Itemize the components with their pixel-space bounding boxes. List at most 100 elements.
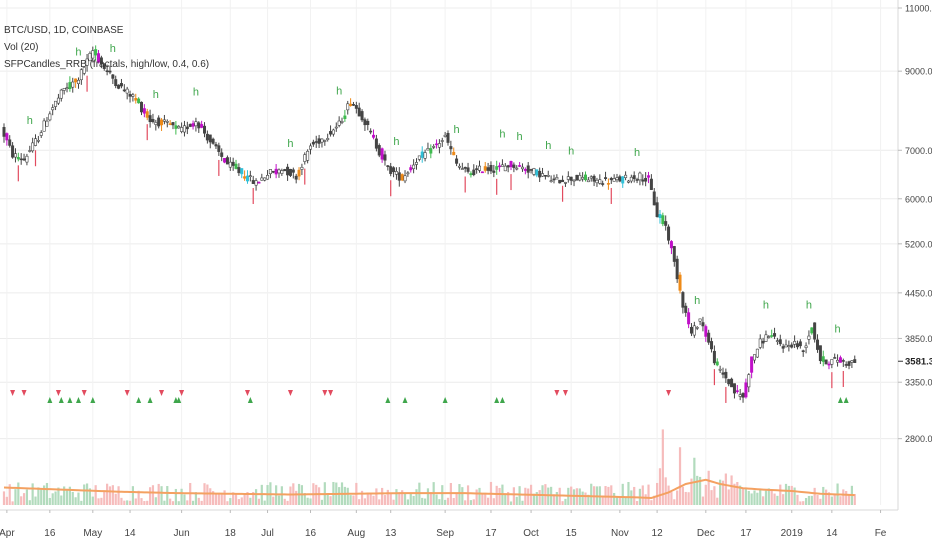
candle: [148, 109, 152, 128]
volume-bar: [183, 494, 186, 505]
candle: [512, 162, 516, 173]
candle: [254, 178, 258, 191]
candle: [105, 64, 109, 76]
signal-up-arrow: [67, 397, 73, 403]
fractal-high-marker: h: [517, 131, 523, 143]
signal-down-arrow: [244, 390, 250, 396]
candle: [131, 92, 135, 102]
volume-bar: [366, 492, 369, 505]
candle-body: [655, 202, 659, 217]
candle: [263, 177, 267, 182]
volume-bar: [822, 486, 825, 505]
volume-bar: [338, 487, 341, 505]
candle: [741, 392, 745, 403]
candle-body: [566, 176, 570, 180]
candle-body: [56, 97, 60, 104]
candle-body: [784, 344, 788, 348]
candle: [223, 157, 227, 164]
candle-body: [300, 166, 304, 170]
volume-bar: [787, 485, 790, 505]
candle-body: [841, 360, 845, 362]
candle-body: [323, 140, 327, 142]
volume-bar: [37, 487, 40, 505]
candle: [781, 343, 785, 353]
candle: [506, 164, 510, 173]
candle: [111, 74, 115, 85]
price-tick-label: 3350.00: [905, 378, 932, 388]
volume-bar: [475, 489, 478, 505]
candle: [795, 340, 799, 350]
volume-bar: [770, 490, 773, 505]
candle-body: [94, 49, 98, 56]
candle-body: [349, 103, 353, 106]
fractal-high-marker: h: [336, 85, 342, 97]
volume-bar: [246, 492, 249, 505]
volume-bar: [466, 485, 470, 505]
candle-body: [372, 134, 376, 138]
volume-bar: [572, 489, 576, 505]
candle: [97, 49, 101, 64]
volume-bar: [63, 486, 66, 505]
candle-body: [354, 105, 358, 109]
volume-bar: [143, 501, 146, 505]
candle: [672, 245, 676, 267]
candle-body: [512, 164, 516, 168]
candle: [841, 358, 845, 367]
candle: [346, 100, 350, 115]
candle-body: [36, 139, 40, 142]
symbol-label: BTC/USD, 1D, COINBASE: [4, 25, 124, 36]
candle: [257, 181, 261, 184]
time-tick-label: 2019: [781, 528, 804, 539]
fractal-high-marker: h: [27, 115, 33, 127]
candle-body: [320, 138, 324, 143]
volume-bar: [736, 482, 739, 505]
candle: [366, 118, 370, 131]
candle: [211, 137, 215, 145]
candle-body: [82, 67, 86, 74]
volume-bar: [20, 496, 23, 505]
volume-bar: [484, 493, 487, 505]
candle: [62, 87, 66, 95]
volume-average-layer: [3, 478, 855, 500]
candle-body: [231, 161, 235, 166]
candle: [784, 339, 788, 348]
candle-body: [271, 170, 275, 173]
candle-body: [710, 341, 714, 350]
candle-body: [583, 174, 587, 181]
candle-body: [546, 175, 550, 177]
candle: [245, 170, 249, 184]
candle: [701, 316, 705, 332]
candle-body: [632, 175, 636, 180]
candle-body: [125, 88, 129, 94]
candle-body: [626, 180, 630, 183]
candle: [306, 149, 310, 164]
candle: [546, 170, 550, 178]
candle: [331, 128, 335, 137]
candle: [85, 54, 89, 72]
candle: [360, 109, 364, 123]
volume-bar: [214, 493, 218, 505]
candle-body: [134, 98, 138, 101]
candle: [586, 177, 590, 183]
volume-bar: [759, 489, 762, 505]
candle-body: [541, 173, 545, 177]
candle-body: [678, 274, 682, 291]
candle-body: [561, 179, 565, 183]
candle: [8, 135, 12, 148]
candle: [380, 147, 384, 163]
fractal-high-marker: h: [193, 87, 199, 99]
candle: [122, 84, 126, 93]
candle: [489, 161, 493, 175]
volume-bar: [206, 484, 209, 505]
candle-body: [535, 169, 539, 176]
candle: [392, 166, 396, 178]
candle-body: [838, 357, 842, 363]
candle-body: [764, 334, 768, 342]
candle-body: [735, 390, 739, 392]
volume-bar: [352, 495, 355, 505]
volume-bar: [690, 478, 693, 505]
signal-down-arrow: [21, 390, 27, 396]
volume-bar: [80, 500, 83, 505]
candle-body: [394, 171, 398, 175]
